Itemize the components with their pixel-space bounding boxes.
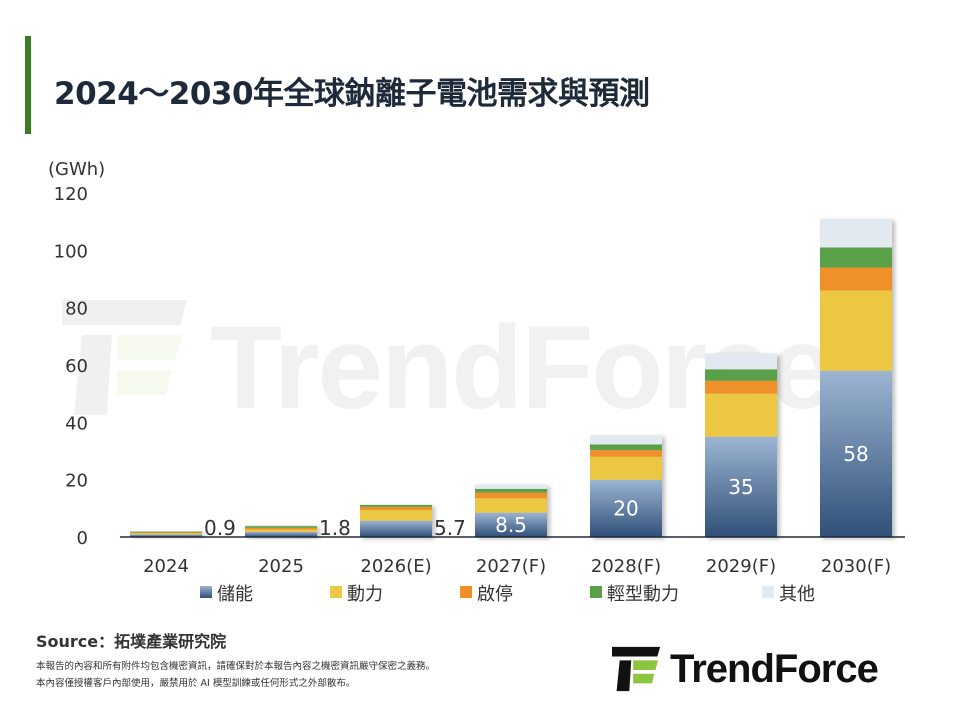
y-tick-label: 40 [65, 413, 88, 434]
data-label: 58 [843, 442, 868, 466]
bar-stack [475, 484, 547, 537]
data-label: 8.5 [495, 513, 527, 537]
y-axis-unit: (GWh) [48, 159, 105, 180]
bar-stack [360, 504, 432, 537]
x-tick-label: 2027(F) [476, 556, 546, 577]
x-tick-label: 2030(F) [821, 556, 891, 577]
x-tick-label: 2024 [143, 556, 189, 577]
legend-label: 動力 [347, 584, 383, 605]
bar-segment-動力 [705, 393, 777, 437]
y-tick-label: 120 [54, 184, 88, 205]
bar-segment-輕型動力 [705, 369, 777, 381]
bar-segment-輕型動力 [360, 504, 432, 507]
data-label: 35 [728, 475, 753, 499]
y-tick-label: 80 [65, 299, 88, 320]
bar-segment-儲能 [245, 531, 317, 537]
legend-label: 其他 [779, 584, 815, 605]
bar-segment-啟停 [475, 492, 547, 499]
bar-segment-輕型動力 [245, 526, 317, 528]
bar-stack [705, 353, 777, 537]
data-label: 1.8 [319, 516, 351, 540]
bar-segment-啟停 [820, 267, 892, 291]
legend-label: 啟停 [477, 584, 513, 605]
bar-segment-其他 [360, 504, 432, 505]
bar-segment-動力 [130, 533, 202, 535]
bar-segment-儲能 [590, 479, 662, 537]
legend-label: 儲能 [217, 584, 253, 605]
bar-segment-啟停 [130, 532, 202, 534]
bar-stack [820, 218, 892, 537]
bar-segment-動力 [590, 456, 662, 480]
bar-segment-儲能 [820, 370, 892, 537]
bar-segment-啟停 [705, 380, 777, 394]
x-tick-label: 2028(F) [591, 556, 661, 577]
x-tick-label: 2029(F) [706, 556, 776, 577]
bar-segment-啟停 [360, 506, 432, 511]
data-label: 0.9 [204, 516, 236, 540]
y-tick-label: 60 [65, 356, 88, 377]
bar-segment-動力 [360, 510, 432, 521]
bar-segment-儲能 [705, 436, 777, 537]
confidentiality-note: 本報告的內容和所有附件均包含機密資訊，請確保對於本報告內容之機密資訊嚴守保密之義… [36, 661, 436, 672]
usage-note: 本內容僅授權客戶內部使用，嚴禁用於 AI 模型訓練或任何形式之外部散布。 [36, 678, 356, 689]
bar-segment-其他 [820, 218, 892, 248]
legend-swatch [460, 586, 472, 598]
x-tick-label: 2025 [258, 556, 304, 577]
legend-swatch [330, 586, 342, 598]
bar-segment-動力 [475, 498, 547, 513]
bar-stack [245, 524, 317, 537]
stacked-bar-chart: (GWh) 0 20 40 60 80 100 120 0.9 1.8 5.7 8.5 20 35 58 2… [48, 159, 905, 605]
legend-swatch [762, 586, 774, 598]
data-label: 5.7 [434, 516, 466, 540]
logo-text: TrendForce [670, 646, 879, 691]
bar-segment-啟停 [245, 527, 317, 530]
title-accent-bar [25, 36, 31, 134]
bar-segment-輕型動力 [590, 444, 662, 451]
bar-segment-輕型動力 [820, 247, 892, 268]
page-title: 2024～2030年全球鈉離子電池需求與預測 [54, 76, 650, 112]
bar-segment-動力 [245, 529, 317, 532]
bar-segment-儲能 [360, 520, 432, 537]
legend-swatch [590, 586, 602, 598]
trendforce-logo-icon [612, 646, 661, 692]
bar-segment-其他 [705, 353, 777, 370]
bar-segment-儲能 [475, 512, 547, 537]
trendforce-logo: TrendForce [612, 646, 879, 692]
bar-segment-其他 [475, 484, 547, 489]
legend-label: 輕型動力 [607, 584, 679, 605]
source-text: Source：拓墣產業研究院 [36, 632, 227, 651]
bar-stack [590, 435, 662, 537]
bar-segment-其他 [245, 524, 317, 527]
bar-segment-啟停 [590, 450, 662, 457]
data-label: 20 [613, 496, 638, 520]
bar-segment-輕型動力 [130, 531, 202, 533]
y-tick-label: 100 [54, 241, 88, 262]
bar-segment-儲能 [130, 534, 202, 537]
bar-segment-其他 [590, 435, 662, 445]
bar-stack [130, 531, 202, 537]
bar-segment-動力 [820, 290, 892, 371]
watermark-logo-icon [62, 300, 187, 415]
legend-swatch [200, 586, 212, 598]
y-tick-label: 20 [65, 471, 88, 492]
y-tick-label: 0 [77, 528, 88, 549]
x-tick-label: 2026(E) [360, 556, 431, 577]
bar-segment-輕型動力 [475, 488, 547, 493]
